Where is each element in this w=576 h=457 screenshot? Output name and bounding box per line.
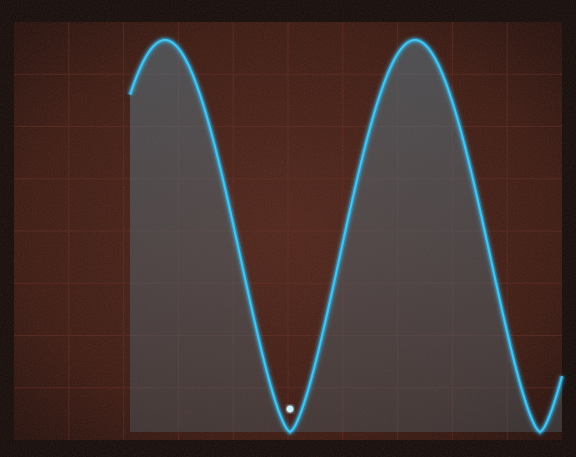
waveform-trace	[128, 38, 564, 434]
trace-bright-spot	[286, 405, 294, 413]
